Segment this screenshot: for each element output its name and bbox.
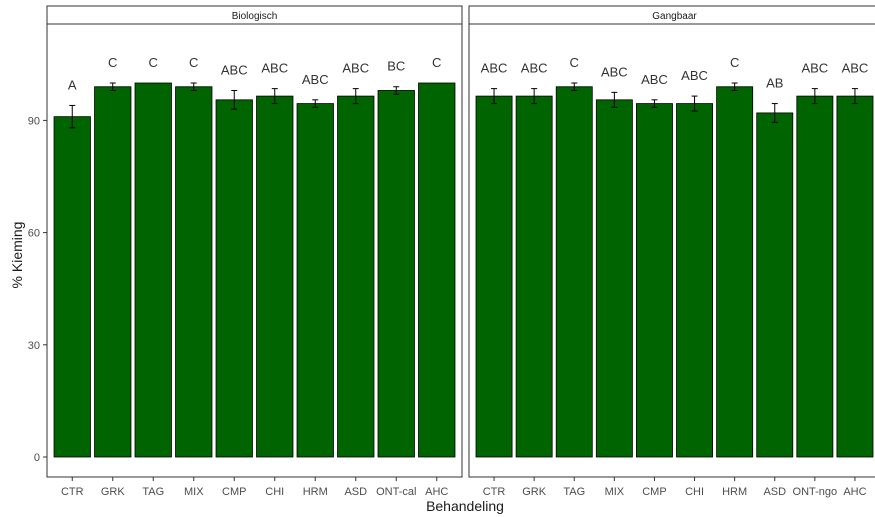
x-tick-label: CMP	[642, 486, 666, 498]
bar	[377, 90, 415, 458]
bar	[215, 99, 253, 458]
bar	[636, 103, 673, 458]
x-tick-label: ONT-ngo	[793, 486, 838, 498]
panel-2: GangbaarABCCTRABCGRKCTAGABCMIXABCCMPABCC…	[468, 5, 875, 498]
bar	[296, 103, 334, 458]
bar	[796, 95, 834, 458]
significance-letter: ABC	[801, 61, 828, 76]
x-axis-title: Behandeling	[426, 498, 504, 514]
significance-letter: BC	[387, 59, 405, 74]
y-tick-label: 0	[34, 452, 40, 464]
bar	[595, 99, 633, 458]
significance-letter: A	[68, 77, 77, 92]
x-tick-label: CMP	[222, 486, 246, 498]
significance-letter: C	[108, 55, 117, 70]
bar	[676, 103, 713, 458]
x-tick-label: CTR	[61, 486, 84, 498]
x-tick-label: HRM	[303, 486, 328, 498]
bar	[175, 86, 213, 458]
strip-title: Gangbaar	[652, 11, 697, 22]
x-tick-label: ASD	[344, 486, 367, 498]
bar	[555, 86, 593, 458]
significance-letter: ABC	[681, 68, 708, 83]
significance-letter: AB	[766, 76, 783, 91]
panel-1: Biologisch 0 30 60 90 A CTR C GRK C TAG C MIX ABC CMP A…	[28, 5, 463, 498]
significance-letter: C	[189, 55, 198, 70]
bar	[836, 95, 874, 458]
significance-letter: C	[730, 55, 739, 70]
x-tick-label: CTR	[483, 486, 506, 498]
significance-letter: ABC	[842, 61, 869, 76]
bar	[53, 116, 91, 458]
bar	[94, 86, 132, 458]
bar	[475, 95, 513, 458]
x-tick-label: AHC	[425, 486, 448, 498]
x-tick-label: MIX	[184, 486, 204, 498]
significance-letter: ABC	[221, 62, 248, 77]
significance-letter: ABC	[601, 64, 628, 79]
bar	[418, 82, 456, 458]
x-tick-label: AHC	[843, 486, 866, 498]
significance-letter: C	[432, 55, 441, 70]
bar	[716, 86, 754, 458]
significance-letter: ABC	[302, 72, 329, 87]
x-tick-label: CHI	[265, 486, 284, 498]
panel-border	[468, 23, 875, 478]
y-tick-label: 90	[28, 115, 40, 127]
x-tick-label: TAG	[563, 486, 585, 498]
significance-letter: ABC	[521, 61, 548, 76]
y-tick-label: 60	[28, 228, 40, 240]
x-tick-label: HRM	[722, 486, 747, 498]
x-tick-label: ONT-cal	[376, 486, 416, 498]
x-tick-label: TAG	[142, 486, 164, 498]
x-tick-label: MIX	[605, 486, 625, 498]
x-tick-label: ASD	[763, 486, 786, 498]
significance-letter: ABC	[342, 61, 369, 76]
x-tick-label: CHI	[685, 486, 704, 498]
x-tick-label: GRK	[522, 486, 547, 498]
y-axis-title: % Kieming	[9, 222, 25, 289]
y-tick-label: 30	[28, 340, 40, 352]
bar	[134, 82, 172, 458]
bar	[256, 95, 294, 458]
bar	[337, 95, 375, 458]
strip-title: Biologisch	[232, 11, 278, 22]
significance-letter: C	[149, 55, 158, 70]
significance-letter: ABC	[641, 72, 668, 87]
significance-letter: ABC	[261, 61, 288, 76]
panel-border	[46, 23, 463, 478]
bar	[515, 95, 553, 458]
significance-letter: C	[570, 55, 579, 70]
significance-letter: ABC	[481, 61, 508, 76]
bar	[756, 112, 794, 458]
x-tick-label: GRK	[101, 486, 126, 498]
